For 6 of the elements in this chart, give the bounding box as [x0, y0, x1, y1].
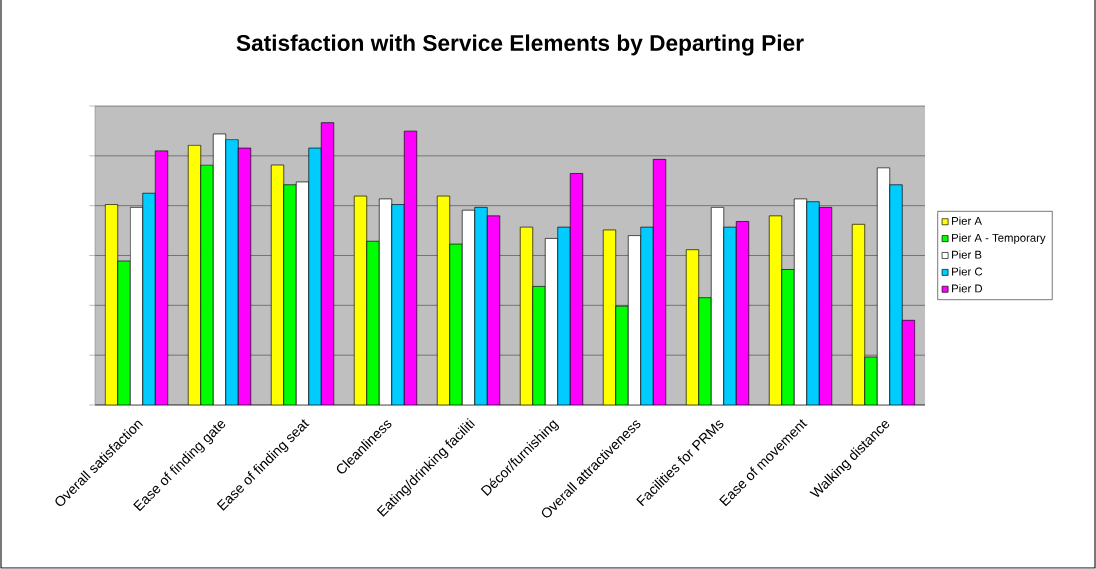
legend-label: Pier B [952, 250, 982, 259]
chart-title: Satisfaction with Service Elements by Departing Pier [236, 34, 804, 56]
legend-label: Pier A [952, 216, 982, 225]
legend-label: Pier A - Temporary [952, 233, 1046, 245]
legend-label: Pier D [952, 284, 983, 293]
legend-label: Pier C [952, 267, 983, 276]
